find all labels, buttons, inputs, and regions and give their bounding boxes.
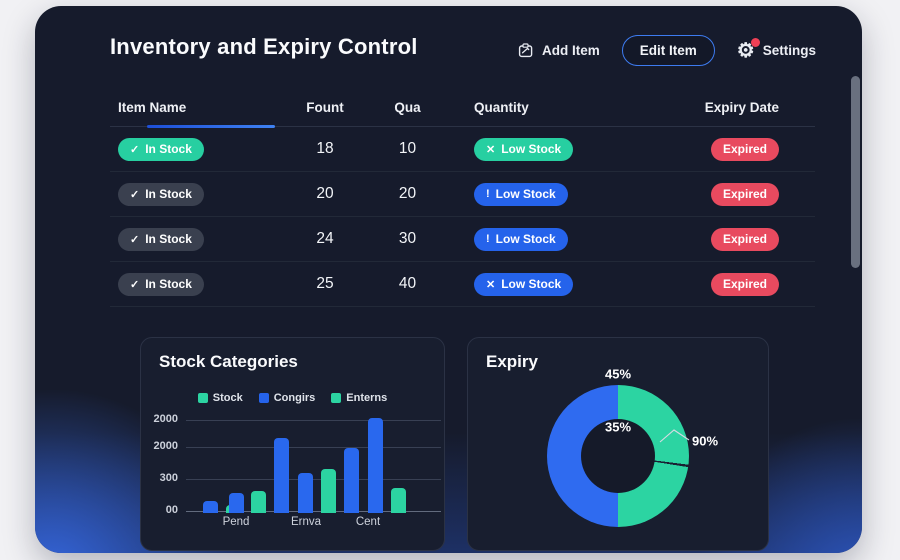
bar [321, 469, 336, 513]
qua-value: 20 [398, 185, 417, 202]
quantity-badge[interactable]: ! Low Stock [474, 227, 568, 251]
legend-swatch [258, 393, 269, 403]
donut-label: 35% [604, 419, 632, 435]
gridline [186, 447, 441, 448]
bar [229, 493, 244, 513]
stock-categories-card: Stock Categories Stock Congirs Enterns 200… [140, 337, 445, 551]
table-row[interactable]: ✓ In Stock 25 40 ✕ Low Stock Expired [110, 262, 815, 307]
bang-icon: ! [486, 188, 490, 200]
x-icon: ✕ [486, 278, 496, 291]
donut-label: 90% [691, 433, 719, 449]
col-expiry-date: Expiry Date [704, 99, 779, 115]
add-item-button[interactable]: Add Item [517, 42, 600, 59]
bang-icon: ! [486, 233, 490, 245]
status-badge[interactable]: ✓ In Stock [118, 182, 204, 206]
expiry-badge[interactable]: Expired [710, 227, 779, 251]
settings-label: Settings [762, 43, 816, 58]
bar [274, 438, 289, 513]
edit-item-button[interactable]: Edit Item [621, 35, 715, 66]
col-item-name: Item Name [118, 99, 187, 115]
inventory-table: Item Name Fount Qua Quantity Expiry Date… [110, 88, 815, 307]
table-row[interactable]: ✓ In Stock 20 20 ! Low Stock Expired [110, 172, 815, 217]
col-qua: Qua [394, 99, 421, 115]
legend-swatch [331, 393, 342, 403]
expiry-badge[interactable]: Expired [710, 182, 779, 206]
header-accent-underline [147, 125, 275, 128]
check-icon: ✓ [130, 143, 140, 156]
chart-legend: Stock Congirs Enterns [141, 392, 444, 404]
qua-value: 10 [398, 140, 417, 157]
settings-button[interactable]: ⚙ Settings [737, 37, 816, 61]
x-icon: ✕ [486, 143, 496, 156]
bar [203, 501, 218, 513]
page-title: Inventory and Expiry Control [110, 34, 418, 59]
table-body: ✓ In Stock 18 10 ✕ Low Stock Expired ✓ In Stock 2… [110, 127, 815, 307]
check-icon: ✓ [130, 233, 140, 246]
expiry-card: Expiry 45% 35% 90% [467, 337, 769, 551]
gridline [186, 479, 441, 480]
table-row[interactable]: ✓ In Stock 24 30 ! Low Stock Expired [110, 217, 815, 262]
fount-value: 24 [316, 230, 334, 247]
card-title: Stock Categories [159, 352, 298, 371]
bar [391, 488, 406, 513]
col-quantity: Quantity [474, 99, 529, 115]
quantity-badge[interactable]: ✕ Low Stock [474, 272, 574, 296]
gridline [186, 420, 441, 421]
status-badge[interactable]: ✓ In Stock [118, 227, 204, 251]
y-axis-tick: 2000 [153, 413, 178, 425]
app-window: Inventory and Expiry Control Add Item Ed… [35, 6, 862, 553]
donut-label: 45% [604, 366, 632, 382]
fount-value: 20 [316, 185, 334, 202]
table-header: Item Name Fount Qua Quantity Expiry Date [110, 88, 815, 128]
add-item-label: Add Item [542, 43, 600, 58]
scrollbar-thumb[interactable] [851, 76, 860, 268]
y-axis-tick: 2000 [153, 440, 178, 452]
qua-value: 30 [398, 230, 417, 247]
legend-item: Enterns [331, 392, 387, 404]
quantity-badge[interactable]: ! Low Stock [474, 182, 568, 206]
fount-value: 25 [316, 275, 334, 292]
notification-dot [750, 37, 760, 47]
bar-chart: 2000 2000 300 00 Pend Ernva Cent [154, 413, 441, 528]
card-title: Expiry [486, 352, 538, 371]
bar [368, 418, 383, 513]
quantity-badge[interactable]: ✕ Low Stock [474, 137, 574, 161]
qua-value: 40 [398, 275, 417, 292]
x-axis-label: Ernva [290, 516, 322, 528]
bar [298, 473, 313, 513]
expiry-badge[interactable]: Expired [710, 137, 779, 161]
status-badge[interactable]: ✓ In Stock [118, 272, 204, 296]
donut-chart [547, 385, 689, 527]
gear-icon: ⚙ [737, 37, 760, 61]
y-axis-tick: 300 [159, 472, 178, 484]
status-badge[interactable]: ✓ In Stock [118, 137, 204, 161]
check-icon: ✓ [130, 188, 140, 201]
x-axis-label: Pend [222, 516, 250, 528]
bar [251, 491, 266, 513]
col-fount: Fount [306, 99, 344, 115]
legend-item: Stock [197, 392, 243, 404]
expiry-badge[interactable]: Expired [710, 272, 779, 296]
legend-swatch [197, 393, 208, 403]
legend-item: Congirs [258, 392, 315, 404]
table-row[interactable]: ✓ In Stock 18 10 ✕ Low Stock Expired [110, 127, 815, 172]
fount-value: 18 [316, 140, 334, 157]
toolbar: Add Item Edit Item ⚙ Settings [517, 35, 816, 66]
check-icon: ✓ [130, 278, 140, 291]
add-item-icon [518, 43, 533, 58]
bar [344, 448, 359, 513]
x-axis-label: Cent [355, 516, 381, 528]
y-axis-tick: 00 [165, 504, 178, 516]
